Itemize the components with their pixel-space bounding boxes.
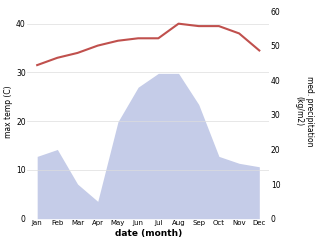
- X-axis label: date (month): date (month): [114, 229, 182, 238]
- Y-axis label: max temp (C): max temp (C): [4, 85, 13, 138]
- Y-axis label: med. precipitation
(kg/m2): med. precipitation (kg/m2): [294, 76, 314, 147]
